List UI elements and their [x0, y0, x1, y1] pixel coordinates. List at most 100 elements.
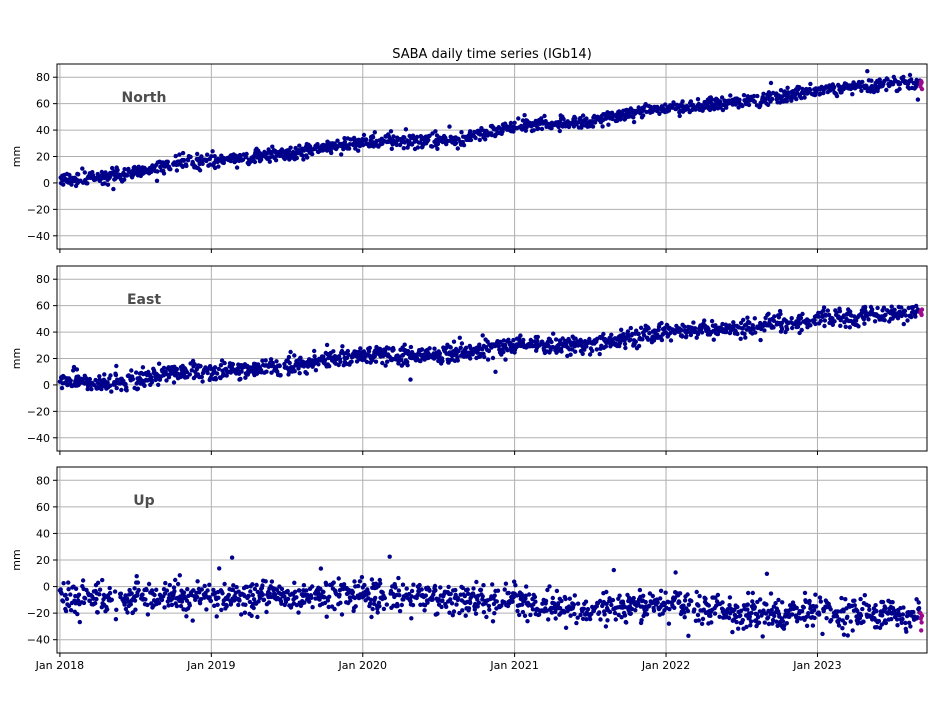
data-point — [834, 93, 840, 99]
data-point — [366, 349, 372, 354]
data-point — [643, 102, 648, 107]
data-point — [249, 613, 254, 618]
chart-title: SABA daily time series (IGb14) — [392, 47, 592, 62]
data-point — [167, 582, 172, 588]
data-point — [478, 132, 483, 137]
data-point — [468, 137, 474, 143]
data-point — [144, 587, 149, 593]
data-point — [609, 332, 614, 337]
data-point — [383, 363, 388, 368]
data-point — [916, 600, 921, 605]
data-point — [426, 137, 431, 143]
data-point — [837, 309, 843, 314]
data-point — [646, 337, 651, 342]
data-point — [301, 583, 307, 588]
data-point — [243, 602, 248, 607]
data-point — [216, 366, 221, 372]
data-point — [463, 345, 469, 350]
data-point — [296, 366, 301, 371]
data-point — [795, 324, 801, 329]
data-point — [605, 618, 610, 623]
data-point — [229, 555, 235, 560]
data-point — [173, 153, 178, 159]
data-point — [568, 613, 573, 618]
panel-label: North — [122, 90, 167, 106]
data-point — [472, 607, 477, 612]
data-point — [185, 158, 191, 163]
data-point — [405, 359, 410, 365]
data-point — [400, 582, 406, 587]
data-point — [122, 177, 127, 182]
data-point — [97, 592, 102, 597]
data-point — [142, 383, 147, 388]
data-point — [727, 603, 732, 608]
data-point — [841, 632, 847, 637]
data-point — [604, 589, 609, 595]
data-point — [455, 358, 460, 363]
data-point — [315, 590, 321, 595]
data-point — [69, 182, 74, 187]
data-point — [356, 583, 361, 589]
data-point — [625, 329, 631, 334]
data-point — [268, 357, 274, 362]
data-point — [76, 172, 81, 177]
data-point — [152, 592, 157, 598]
data-point — [238, 376, 243, 382]
data-point — [808, 81, 813, 87]
data-point — [559, 598, 564, 604]
data-point — [761, 608, 766, 613]
data-point — [178, 603, 184, 609]
data-point — [208, 598, 214, 604]
data-point — [200, 379, 205, 384]
data-point — [636, 331, 641, 337]
data-point — [490, 355, 496, 361]
data-point — [403, 127, 409, 132]
data-point — [453, 587, 458, 593]
data-point — [758, 597, 763, 602]
data-point — [800, 86, 805, 92]
data-point — [501, 349, 506, 355]
data-point — [184, 163, 189, 169]
data-point — [310, 605, 315, 610]
data-point — [359, 575, 365, 580]
data-point — [575, 615, 580, 620]
data-point — [435, 146, 440, 151]
data-point — [911, 609, 916, 615]
data-point — [834, 310, 839, 315]
data-point — [913, 314, 918, 319]
data-point — [388, 129, 394, 134]
data-point — [397, 608, 403, 614]
data-point — [494, 606, 499, 611]
data-point — [639, 618, 644, 623]
data-point — [454, 602, 459, 607]
data-point — [98, 177, 103, 182]
data-point — [383, 348, 388, 353]
data-point — [475, 604, 480, 609]
data-point — [782, 89, 787, 94]
data-point — [134, 370, 139, 375]
data-point — [629, 606, 635, 612]
data-point — [304, 371, 309, 376]
data-point — [699, 330, 705, 335]
data-point — [797, 85, 802, 90]
data-point — [780, 619, 786, 624]
data-point — [485, 357, 491, 362]
data-point — [449, 601, 455, 606]
data-point — [63, 608, 69, 614]
data-point — [508, 120, 514, 126]
data-point — [899, 305, 904, 310]
data-point — [366, 591, 371, 596]
data-point — [890, 82, 896, 87]
data-point — [641, 593, 646, 598]
data-point — [778, 88, 784, 93]
data-point — [456, 348, 461, 354]
data-point — [234, 585, 239, 590]
data-point — [368, 597, 374, 602]
data-point — [66, 603, 72, 609]
data-point — [909, 77, 914, 82]
data-point — [814, 604, 819, 609]
data-point — [829, 617, 834, 623]
data-point — [582, 347, 587, 352]
y-tick-label: 80 — [36, 71, 50, 84]
data-point — [628, 325, 633, 331]
